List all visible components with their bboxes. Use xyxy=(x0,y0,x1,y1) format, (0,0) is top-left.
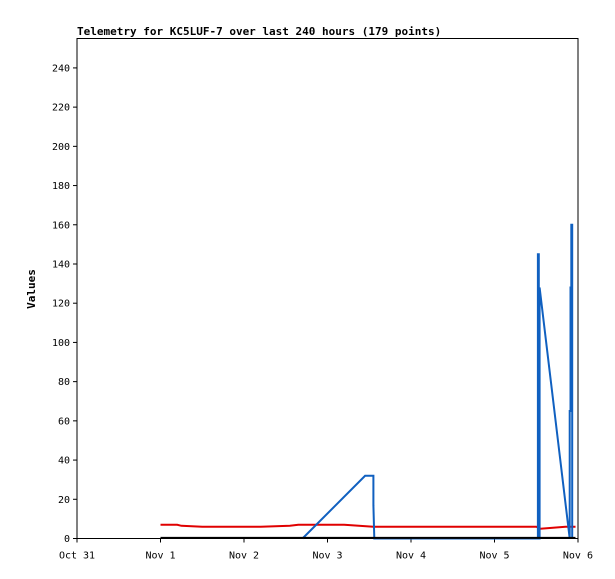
y-tick-label: 140 xyxy=(52,259,70,270)
y-tick-label: 100 xyxy=(52,338,70,349)
series-line-1 xyxy=(160,523,576,530)
x-tick-label: Nov 5 xyxy=(479,551,509,562)
chart-title: Telemetry for KC5LUF-7 over last 240 hou… xyxy=(77,25,441,38)
y-tick-label: 200 xyxy=(52,142,70,153)
y-tick-label: 40 xyxy=(58,456,70,467)
y-tick-label: 120 xyxy=(52,299,70,310)
x-tick-label: Nov 3 xyxy=(312,551,342,562)
y-tick-label: 160 xyxy=(52,220,70,231)
y-tick-label: 60 xyxy=(58,416,70,427)
series-line-2 xyxy=(301,223,574,540)
x-axis-ticks: Oct 31 Nov 1 Nov 2 Nov 3 Nov 4 Nov 5 Nov 6 xyxy=(59,538,593,562)
y-axis-ticks: 0 20 40 60 80 100 120 140 160 180 200 220 240 xyxy=(52,63,77,545)
y-tick-label: 20 xyxy=(58,495,70,506)
y-tick-label: 220 xyxy=(52,103,70,114)
y-tick-label: 180 xyxy=(52,181,70,192)
y-tick-label: 240 xyxy=(52,63,70,74)
y-tick-label: 0 xyxy=(64,534,70,545)
x-tick-label: Oct 31 xyxy=(59,551,95,562)
x-tick-label: Nov 1 xyxy=(145,551,175,562)
x-tick-label: Nov 2 xyxy=(229,551,259,562)
x-tick-label: Nov 4 xyxy=(396,551,426,562)
plot-frame xyxy=(76,38,579,539)
y-tick-label: 80 xyxy=(58,377,70,388)
x-tick-label: Nov 6 xyxy=(563,551,593,562)
series-layer xyxy=(160,223,576,540)
y-axis-label: Values xyxy=(25,269,38,309)
